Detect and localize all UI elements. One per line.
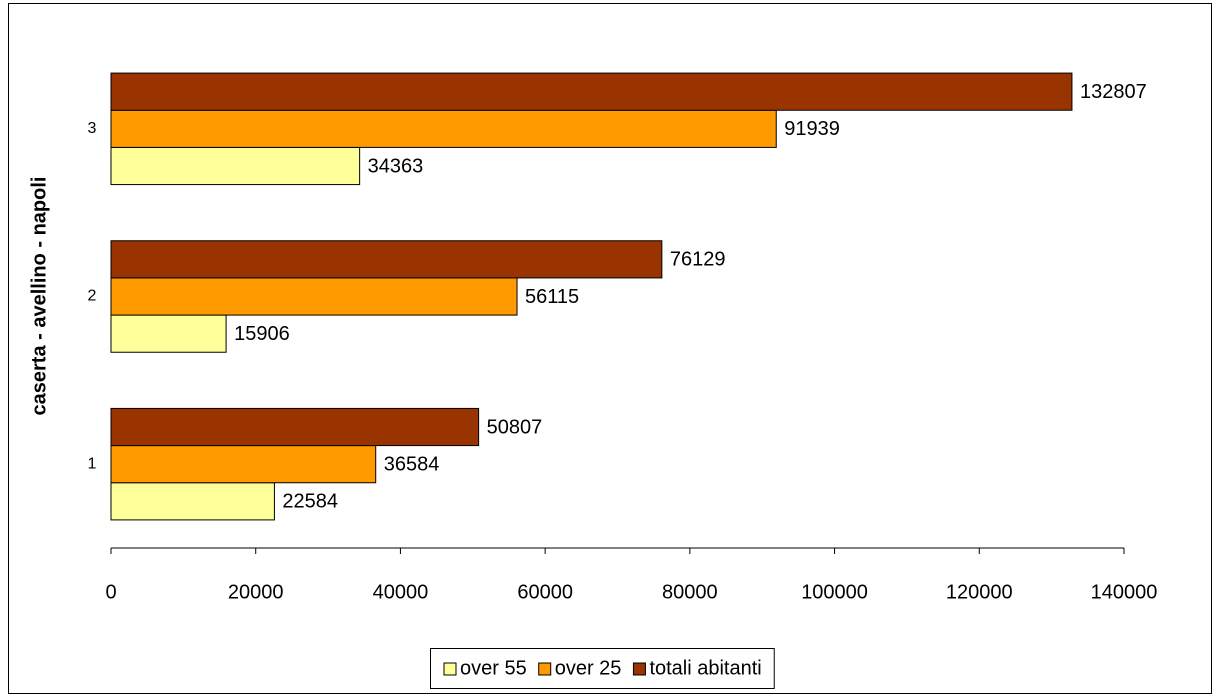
data-label: 15906 (234, 323, 290, 345)
bar (110, 277, 518, 316)
bar (110, 314, 227, 353)
bar (110, 146, 361, 186)
legend-swatch (632, 662, 646, 676)
x-tick-label: 20000 (228, 581, 284, 603)
bar (110, 109, 777, 148)
x-tick-label: 140000 (1091, 581, 1158, 603)
data-label: 91939 (784, 118, 840, 140)
legend: over 55 over 25 totali abitanti (430, 648, 775, 689)
bar (110, 445, 377, 484)
data-label: 34363 (368, 155, 424, 177)
data-label: 36584 (384, 453, 440, 475)
data-label: 76129 (670, 249, 726, 271)
x-tick-label: 100000 (801, 581, 868, 603)
legend-swatch (538, 662, 552, 676)
legend-swatch (443, 662, 457, 676)
bar (110, 240, 663, 279)
data-label: 132807 (1080, 81, 1147, 103)
y-axis-title: caserta - avellino - napoli (28, 177, 50, 416)
data-label: 56115 (525, 286, 579, 308)
x-tick-label: 40000 (373, 581, 429, 603)
x-tick-label: 0 (105, 581, 116, 603)
legend-label: over 25 (555, 657, 622, 679)
y-tick-label: 3 (88, 120, 97, 137)
bar (110, 407, 480, 447)
data-label: 22584 (282, 491, 338, 513)
data-label: 50807 (487, 416, 543, 438)
bar (110, 482, 275, 521)
legend-label: over 55 (460, 657, 527, 679)
x-tick-label: 120000 (946, 581, 1013, 603)
x-tick-label: 80000 (662, 581, 718, 603)
y-tick-label: 1 (88, 455, 97, 472)
x-tick-label: 60000 (517, 581, 573, 603)
bar (110, 72, 1073, 111)
y-tick-label: 2 (88, 288, 97, 305)
legend-box (430, 648, 775, 689)
legend-label: totali abitanti (649, 657, 761, 679)
